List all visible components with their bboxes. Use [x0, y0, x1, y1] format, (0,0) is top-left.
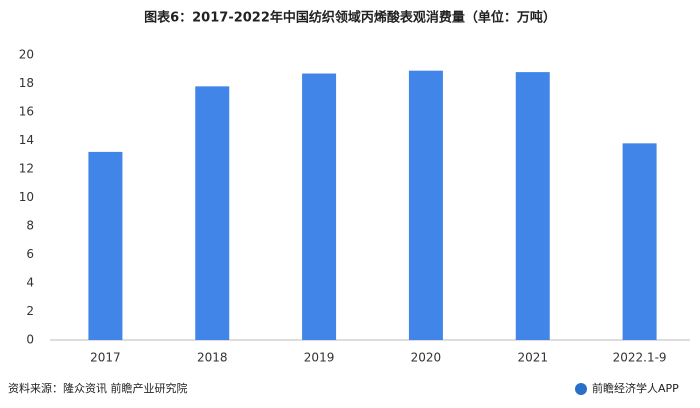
y-tick-label: 0 — [26, 333, 34, 347]
x-tick-label: 2018 — [197, 351, 228, 365]
y-tick-label: 6 — [26, 247, 34, 261]
y-tick-label: 20 — [19, 48, 34, 62]
x-tick-label: 2021 — [517, 351, 548, 365]
x-tick-label: 2022.1-9 — [613, 351, 667, 365]
bar — [408, 70, 443, 341]
source: 资料来源：隆众资讯 前瞻产业研究院 — [8, 381, 188, 395]
brand: 前瞻经济学人APP — [592, 381, 679, 395]
y-tick-label: 18 — [19, 76, 34, 90]
brand-logo — [575, 383, 587, 395]
bar — [302, 73, 337, 341]
bar — [88, 151, 123, 340]
y-tick-label: 14 — [19, 133, 34, 147]
y-tick-label: 2 — [26, 304, 34, 318]
x-tick-label: 2017 — [90, 351, 121, 365]
bar — [515, 72, 550, 340]
y-tick-label: 4 — [26, 276, 34, 290]
y-tick-label: 12 — [19, 162, 34, 176]
bar — [622, 143, 657, 340]
bar — [195, 86, 230, 340]
x-tick-label: 2020 — [411, 351, 442, 365]
x-tick-label: 2019 — [304, 351, 335, 365]
y-tick-label: 8 — [26, 219, 34, 233]
y-tick-label: 16 — [19, 105, 34, 119]
y-tick-label: 10 — [19, 190, 34, 204]
chart-title: 图表6：2017-2022年中国纺织领域丙烯酸表观消费量（单位：万吨） — [144, 10, 556, 26]
